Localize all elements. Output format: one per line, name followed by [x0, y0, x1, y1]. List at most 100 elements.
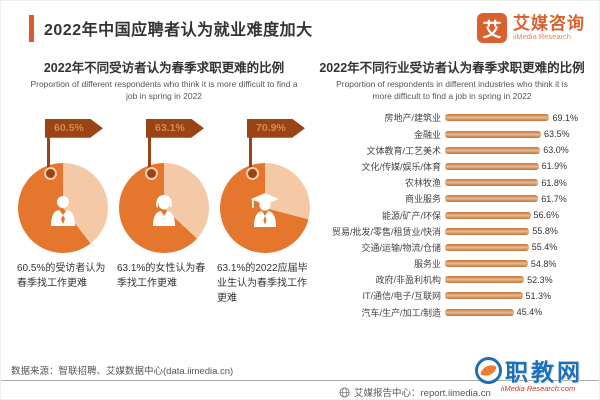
pie-chart-women: [119, 162, 209, 253]
bar-row: 服务业 54.8%: [319, 255, 585, 271]
flag-pole: [249, 135, 252, 170]
pie-graduates: 70.9%: [217, 109, 313, 259]
logo-name: 艾媒咨询: [513, 13, 585, 33]
right-chart-title: 2022年不同行业受访者认为春季求职更难的比例: [319, 61, 585, 75]
bar-value-label: 54.8%: [530, 258, 557, 269]
bar: [445, 195, 539, 203]
bar: [445, 260, 528, 268]
bar-category-label: 政府/非盈利机构: [375, 275, 441, 286]
businessman-icon: [51, 196, 75, 227]
pie-women: 63.1%: [116, 109, 212, 259]
watermark-text: 职教网: [505, 360, 583, 385]
bar-row: 农林牧渔 61.8%: [319, 175, 585, 191]
bar: [445, 179, 539, 187]
bar-row: 政府/非盈利机构 52.3%: [319, 272, 585, 288]
bar-value-label: 51.3%: [525, 290, 552, 301]
bar: [445, 292, 523, 300]
pie-captions: 60.5%的受访者认为春季找工作更难 63.1%的女性认为春季找工作更难 63.…: [13, 261, 315, 306]
globe-icon: [339, 386, 350, 398]
pie-chart-graduates: [220, 162, 310, 253]
bar-row: 房地产/建筑业 69.1%: [319, 110, 585, 126]
footer-divider: [1, 380, 599, 381]
flag-pole-dot: [43, 166, 57, 180]
bar: [445, 308, 514, 316]
bar-value-label: 56.6%: [533, 210, 560, 220]
woman-icon: [153, 195, 175, 227]
page-title: 2022年中国应聘者认为就业难度加大: [44, 22, 313, 39]
flag-label: 60.5%: [45, 118, 103, 138]
bar-value-label: 69.1%: [552, 112, 578, 123]
industry-bar-chart: 房地产/建筑业 69.1% 金融业 63.5% 文体教育/工艺美术 63.0% 文化/传媒/…: [319, 110, 585, 320]
watermark-subtext: iiMedia Research.com: [501, 384, 576, 393]
flag-pole: [47, 135, 50, 170]
data-source-note: 数据来源：智联招聘、艾媒数据中心(data.iimedia.cn): [11, 366, 234, 377]
pie-caption-respondents: 60.5%的受访者认为春季找工作更难: [17, 262, 106, 289]
bar: [445, 130, 542, 138]
bar-category-label: 农林牧渔: [404, 178, 441, 189]
watermark: 职教网 iiMedia Research.com: [475, 353, 597, 393]
bar-category-label: 能源/矿产/环保: [381, 210, 441, 221]
bar-value-label: 52.3%: [527, 274, 553, 285]
bar: [445, 162, 539, 170]
flag-pole-dot: [245, 166, 259, 180]
bar-category-label: 服务业: [413, 259, 441, 270]
bar-row: 贸易/批发/零售/租赁业/快消 55.8%: [319, 223, 585, 239]
bar-category-label: 汽车/生产/加工/制造: [361, 307, 441, 318]
bar-row: 能源/矿产/环保 56.6%: [319, 207, 585, 223]
bar-category-label: 金融业: [413, 129, 441, 140]
iimedia-logo-icon: 艾: [477, 13, 507, 43]
bar-row: 文体教育/工艺美术 63.0%: [319, 142, 585, 158]
bar-row: 交通/运输/物流/仓储 55.4%: [319, 239, 585, 255]
title-accent-bar: [29, 14, 34, 42]
logo-subtitle: iiMedia Research: [513, 32, 571, 42]
bar: [445, 211, 531, 219]
left-chart-subtitle: Proportion of different respondents who …: [30, 79, 298, 101]
bar-value-label: 45.4%: [516, 307, 543, 318]
bar-row: 汽车/生产/加工/制造 45.4%: [319, 304, 585, 320]
report-center-text: 艾媒报告中心：report.iimedia.cn: [354, 388, 491, 399]
bar: [445, 114, 550, 122]
left-chart-title: 2022年不同受访者认为春季求职更难的比例: [43, 61, 285, 75]
bar-value-label: 61.7%: [541, 193, 567, 204]
pie-row: 60.5% 63.1%: [13, 109, 315, 259]
watermark-logo-icon: [475, 356, 502, 384]
pie-chart-respondents: [18, 162, 108, 253]
bar-category-label: 文体教育/工艺美术: [366, 145, 441, 156]
pie-respondents: 60.5%: [15, 109, 111, 259]
bar-row: 文化/传媒/娱乐/体育 61.9%: [319, 158, 585, 174]
watermark-figure-icon: [480, 361, 497, 379]
bar: [445, 243, 529, 251]
bar-value-label: 55.8%: [532, 226, 558, 237]
bar-category-label: 商业服务: [404, 194, 441, 205]
bar-category-label: IT/通信/电子/互联网: [362, 291, 442, 302]
right-chart-subtitle: Proportion of respondents in different i…: [336, 79, 568, 101]
bar-value-label: 61.9%: [541, 161, 568, 172]
pie-caption-women: 63.1%的女性认为春季找工作更难: [117, 262, 206, 289]
bar-row: IT/通信/电子/互联网 51.3%: [319, 288, 585, 304]
iimedia-logo: 艾 艾媒咨询 iiMedia Research: [477, 13, 585, 43]
report-center-note: 艾媒报告中心：report.iimedia.cn: [339, 385, 491, 399]
bar-category-label: 交通/运输/物流/仓储: [361, 242, 441, 253]
bar-row: 金融业 63.5%: [319, 126, 585, 142]
flag-pole: [148, 135, 151, 170]
pie-caption-graduates: 63.1%的2022应届毕业生认为春季找工作更难: [217, 262, 308, 304]
bar: [445, 146, 541, 154]
bar-category-label: 房地产/建筑业: [384, 113, 441, 124]
flag-pole-dot: [144, 166, 158, 180]
bar-row: 商业服务 61.7%: [319, 191, 585, 207]
bar-category-label: 贸易/批发/零售/租赁业/快消: [331, 226, 441, 237]
industry-bar-section: 2022年不同行业受访者认为春季求职更难的比例 Proportion of re…: [319, 49, 585, 320]
flag-label: 63.1%: [146, 118, 204, 138]
bar-value-label: 55.4%: [531, 242, 558, 253]
bar: [445, 227, 530, 235]
header: 2022年中国应聘者认为就业难度加大 艾 艾媒咨询 iiMedia Resear…: [1, 1, 599, 47]
bar-value-label: 63.0%: [543, 145, 569, 156]
respondent-pie-section: 2022年不同受访者认为春季求职更难的比例 Proportion of diff…: [13, 49, 315, 320]
flag-label: 70.9%: [247, 118, 305, 138]
bar: [445, 276, 525, 284]
bar-value-label: 63.5%: [544, 129, 570, 140]
bar-category-label: 文化/传媒/娱乐/体育: [361, 161, 441, 172]
graduate-icon: [251, 193, 279, 228]
main-content: 2022年不同受访者认为春季求职更难的比例 Proportion of diff…: [1, 47, 599, 320]
